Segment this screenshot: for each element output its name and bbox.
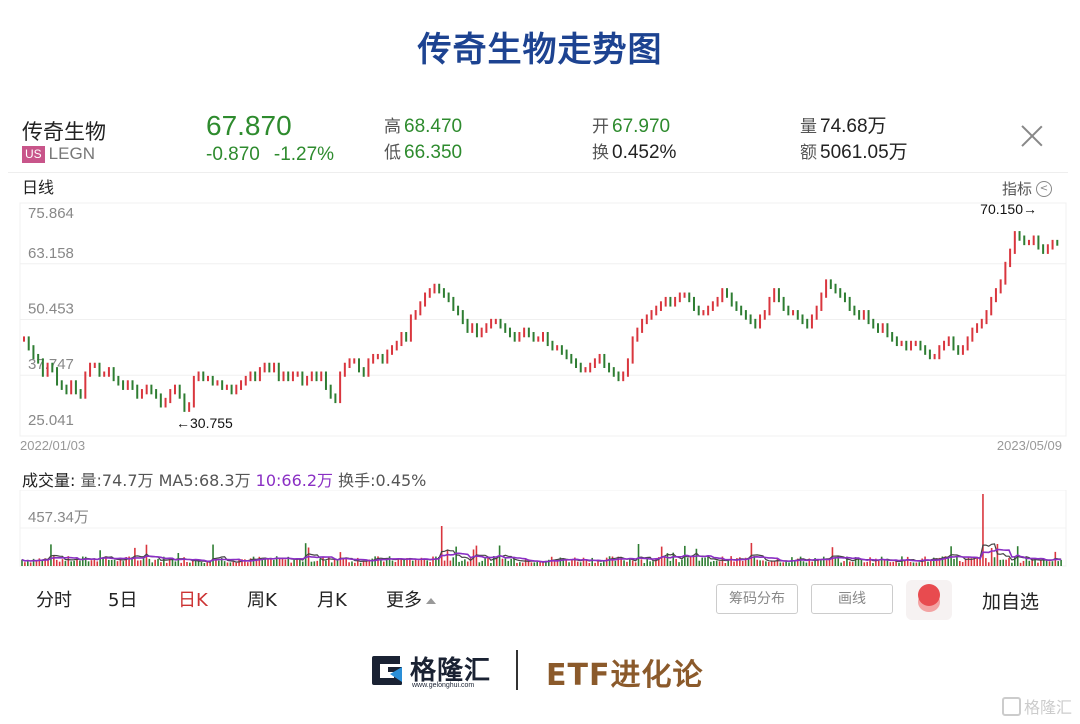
chevron-left-icon: <	[1036, 180, 1052, 197]
tab-5day[interactable]: 5日	[108, 590, 138, 611]
watermark-text: 格隆汇	[1023, 698, 1072, 717]
svg-text:2023/05/09: 2023/05/09	[997, 438, 1062, 453]
svg-text:25.041: 25.041	[28, 412, 74, 429]
gelonghui-logo-icon	[372, 656, 402, 685]
svg-text:37.747: 37.747	[28, 356, 74, 373]
draw-line-button[interactable]: 画线	[811, 584, 893, 614]
volume-current: 量:74.7万	[80, 471, 154, 490]
watermark: 格隆汇	[1001, 694, 1072, 718]
volume-ma10: 10:66.2万	[255, 471, 334, 490]
footer-branding: 格隆汇 www.gelonghui.com ETF进化论	[0, 648, 1080, 694]
amount-value: 5061.05万	[820, 142, 908, 163]
period-tabs: 分时 5日 日K 周K 月K 更多	[0, 586, 1080, 616]
volume-chart[interactable]: 457.34万	[0, 490, 1080, 570]
high-label: 高	[384, 117, 401, 137]
svg-text:←30.755: ←30.755	[176, 415, 233, 431]
volume-header: 成交量: 量:74.7万 MA5:68.3万 10:66.2万 换手:0.45%	[22, 467, 426, 491]
add-watchlist-button[interactable]: 加自选	[982, 591, 1040, 613]
indicator-label: 指标	[1001, 180, 1032, 198]
tab-weekly-k[interactable]: 周K	[247, 590, 277, 611]
open-turnover: 开 67.970 换 0.452%	[592, 114, 676, 166]
ticker: LEGN	[48, 144, 95, 163]
close-icon[interactable]	[1020, 124, 1044, 148]
high-value: 68.470	[404, 116, 463, 137]
svg-text:2022/01/03: 2022/01/03	[20, 438, 85, 453]
svg-text:63.158: 63.158	[28, 245, 74, 262]
low-value: 66.350	[404, 142, 463, 163]
svg-text:70.150→: 70.150→	[980, 201, 1037, 217]
brand-url: www.gelonghui.com	[412, 682, 475, 689]
footer-divider	[516, 650, 518, 690]
candlestick-chart[interactable]: 75.864 63.158 50.453 37.747 25.041 2022/01/03…	[0, 198, 1080, 458]
brand-name: 格隆汇	[410, 656, 492, 686]
market-badge: US	[22, 145, 45, 163]
price-change: -0.870 -1.27%	[206, 144, 348, 166]
divider	[8, 172, 1068, 173]
change-value: -0.870	[206, 144, 260, 165]
volume-amount: 量 74.68万 额 5061.05万	[800, 114, 908, 166]
open-value: 67.970	[612, 116, 671, 137]
red-dot-icon	[918, 584, 940, 606]
low-label: 低	[384, 143, 401, 163]
turnover-label: 换	[592, 143, 609, 163]
record-toggle-button[interactable]	[906, 580, 952, 620]
tab-intraday[interactable]: 分时	[36, 590, 72, 611]
period-label: 日线	[22, 178, 55, 197]
last-price: 67.870	[206, 110, 292, 141]
indicator-button[interactable]: 指标 <	[1002, 178, 1052, 199]
volume-turnover: 换手:0.45%	[338, 471, 427, 490]
high-low: 高 68.470 低 66.350	[384, 114, 462, 166]
column-name: ETF进化论	[546, 658, 704, 693]
svg-text:75.864: 75.864	[28, 205, 74, 222]
change-percent: -1.27%	[273, 144, 335, 165]
tab-more-label: 更多	[386, 590, 422, 611]
amount-label: 额	[800, 143, 817, 163]
volume-ma5: MA5:68.3万	[158, 471, 251, 490]
turnover-value: 0.452%	[612, 142, 677, 163]
open-label: 开	[592, 117, 609, 137]
stock-code: US LEGN	[22, 144, 95, 164]
svg-text:457.34万: 457.34万	[28, 509, 89, 526]
stock-name: 传奇生物	[22, 120, 106, 144]
chip-distribution-button[interactable]: 筹码分布	[716, 584, 798, 614]
page-title: 传奇生物走势图	[417, 30, 663, 70]
quote-panel: 传奇生物 US LEGN 67.870 -0.870 -1.27% 高 68.470…	[0, 110, 1080, 172]
volume-label: 量	[800, 117, 817, 137]
tab-monthly-k[interactable]: 月K	[317, 590, 347, 611]
volume-value: 74.68万	[820, 116, 887, 137]
volume-title: 成交量:	[22, 471, 76, 490]
watermark-logo-icon	[1001, 696, 1021, 716]
svg-text:50.453: 50.453	[28, 300, 74, 317]
tab-daily-k[interactable]: 日K	[178, 590, 208, 611]
caret-up-icon	[426, 598, 436, 604]
tab-more[interactable]: 更多	[386, 586, 436, 612]
